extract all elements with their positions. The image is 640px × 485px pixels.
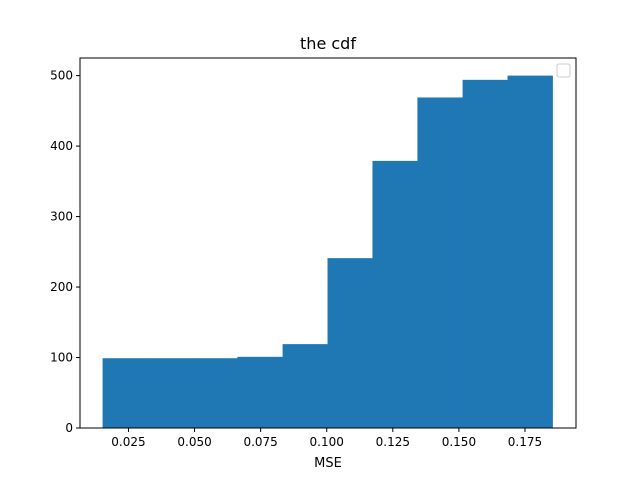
histogram-bar-5 [282,344,328,428]
histogram-bar-7 [372,160,418,428]
x-axis-label: MSE [314,456,342,471]
x-tick-label: 0.075 [243,435,277,449]
x-axis-ticks: 0.025 0.050 0.075 0.100 0.125 0.150 0.175 [111,428,542,449]
x-tick-label: 0.025 [111,435,145,449]
histogram-bar-3 [192,358,238,428]
y-tick-label: 500 [50,69,73,83]
x-tick-label: 0.050 [177,435,211,449]
y-tick-label: 400 [50,139,73,153]
y-tick-label: 100 [50,351,73,365]
histogram-bar-8 [417,97,463,428]
bars-group [102,75,553,428]
legend-box [556,63,571,78]
histogram-bar-6 [327,258,373,428]
y-tick-label: 300 [50,210,73,224]
y-axis-ticks: 0 100 200 300 400 500 [50,69,80,435]
x-tick-label: 0.100 [310,435,344,449]
histogram-bar-4 [237,356,283,428]
histogram-bar-9 [462,79,508,428]
plot-area-frame [79,57,577,429]
histogram-bar-10 [507,75,553,428]
histogram-bar-1 [102,358,148,428]
chart-title: the cdf [300,34,356,53]
x-tick-label: 0.150 [442,435,476,449]
y-tick-label: 200 [50,280,73,294]
x-tick-label: 0.125 [376,435,410,449]
y-tick-label: 0 [65,421,73,435]
histogram-bar-2 [147,358,193,428]
x-tick-label: 0.175 [508,435,542,449]
